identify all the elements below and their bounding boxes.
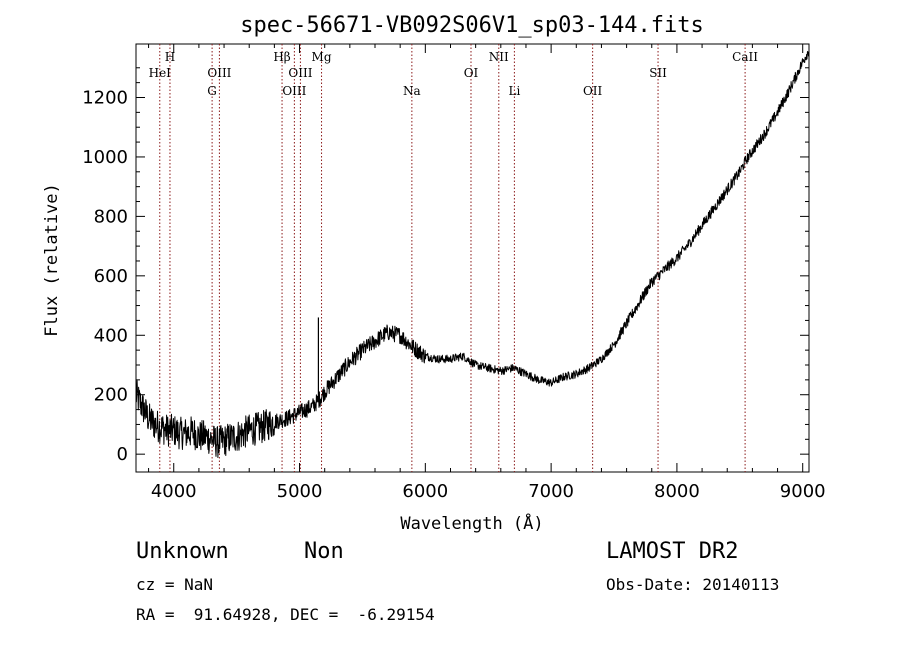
y-tick-label: 400 <box>94 325 128 346</box>
coordinates: RA = 91.64928, DEC = -6.29154 <box>136 605 435 624</box>
chart-title: spec-56671-VB092S06V1_sp03-144.fits <box>240 13 704 38</box>
x-tick-label: 9000 <box>780 481 826 502</box>
line-marker-label: Na <box>403 84 421 98</box>
y-tick-label: 200 <box>94 385 128 406</box>
line-marker-label: Mg <box>312 50 332 64</box>
y-tick-label: 600 <box>94 266 128 287</box>
line-marker-label: HeI <box>149 66 172 80</box>
line-marker-label: OI <box>464 66 479 80</box>
line-marker-label: SII <box>649 66 667 80</box>
flux-line <box>135 50 810 458</box>
plot-frame <box>135 43 810 473</box>
line-marker-label: Hβ <box>273 50 290 64</box>
object-class: Unknown <box>136 539 229 564</box>
object-subclass: Non <box>304 539 344 564</box>
line-marker-label: NII <box>489 50 509 64</box>
x-tick-label: 6000 <box>402 481 448 502</box>
x-tick-label: 4000 <box>151 481 197 502</box>
x-tick-label: 7000 <box>528 481 574 502</box>
line-marker-label: OIII <box>288 66 312 80</box>
line-marker-label: OIII <box>207 66 231 80</box>
x-axis-label: Wavelength (Å) <box>400 512 543 534</box>
line-marker-label: Li <box>508 84 520 98</box>
y-tick-label: 800 <box>94 206 128 227</box>
y-tick-label: 1200 <box>82 88 128 109</box>
line-marker-label: OIII <box>282 84 306 98</box>
y-tick-label: 1000 <box>82 147 128 168</box>
y-tick-label: 0 <box>117 444 128 465</box>
plot-axes: 4000 5000 6000 7000 8000 9000 0 200 400 600 800 100… <box>82 43 826 502</box>
x-tick-label: 5000 <box>277 481 323 502</box>
line-marker-label: G <box>207 84 217 98</box>
survey-name: LAMOST DR2 <box>606 539 738 564</box>
obs-date: Obs-Date: 20140113 <box>606 575 779 594</box>
flux-series <box>135 50 810 458</box>
line-marker-label: OII <box>583 84 603 98</box>
line-marker-label: CaII <box>732 50 758 64</box>
line-marker-label: H <box>165 50 175 64</box>
redshift-cz: cz = NaN <box>136 575 213 594</box>
y-axis-label: Flux (relative) <box>42 183 62 337</box>
x-tick-label: 8000 <box>654 481 700 502</box>
